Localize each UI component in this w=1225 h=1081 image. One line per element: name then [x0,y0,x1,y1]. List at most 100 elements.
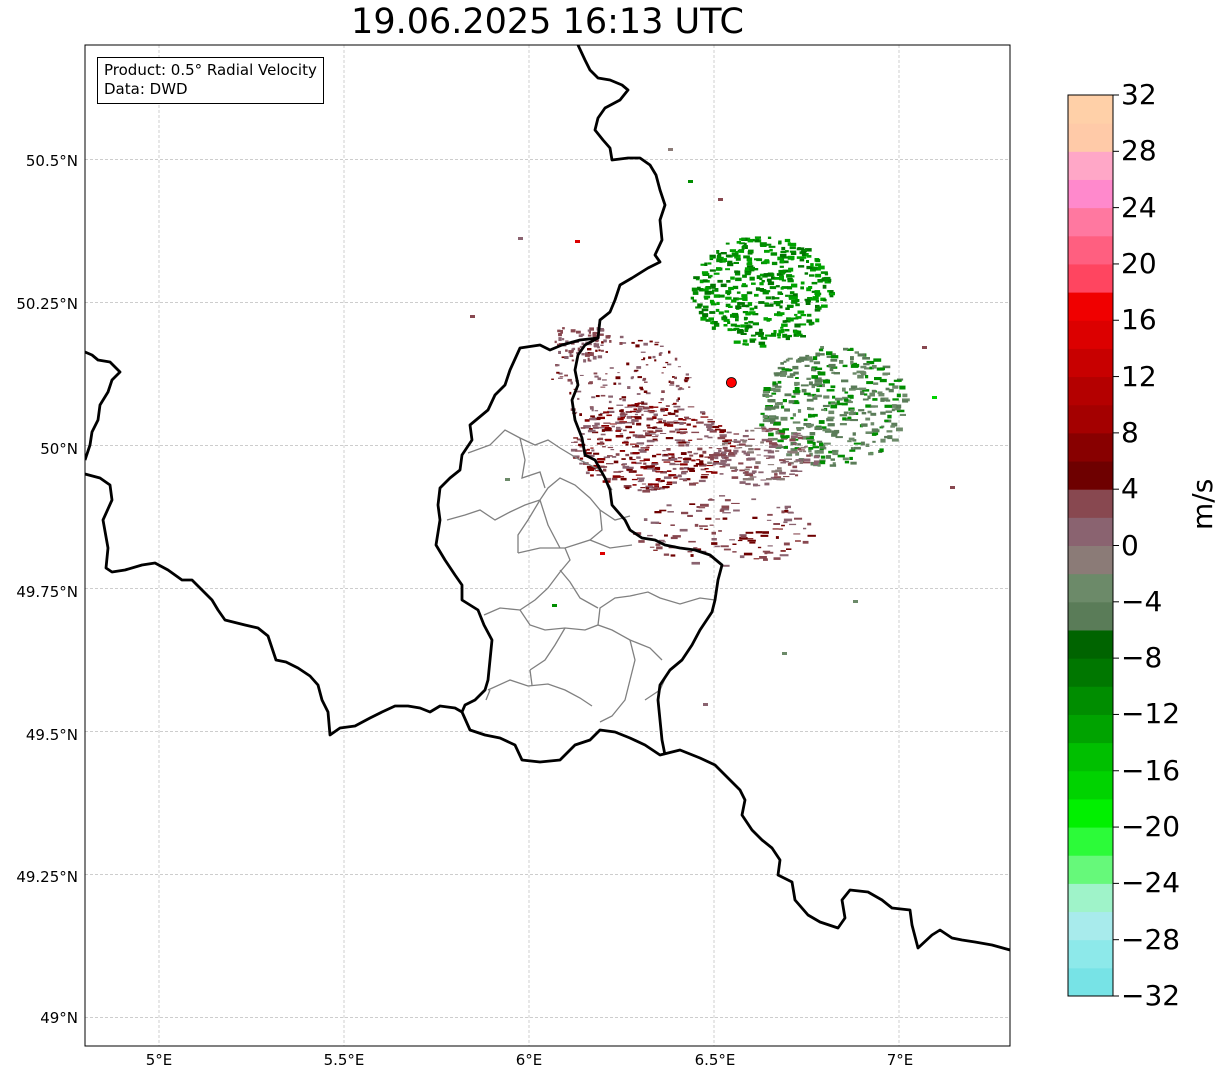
echo-pixel [749,276,755,281]
data-source-label: Data: DWD [104,80,188,98]
echo-pixel [745,343,749,346]
echo-pixel [818,265,825,270]
echo-pixel [831,430,838,435]
echo-pixel [808,381,813,386]
echo-pixel [623,415,626,417]
echo-pixel [599,412,605,414]
echo-pixel [765,430,769,433]
echo-pixel [723,324,728,327]
echo-pixel [707,262,712,265]
echo-pixel [677,366,681,368]
map-gridlines [85,45,1010,1046]
echo-pixel [814,380,823,385]
echo-pixel [707,419,713,421]
echo-pixel [630,443,638,445]
echo-pixel [692,299,697,303]
echo-pixel [592,431,599,434]
echo-pixel [660,398,664,401]
echo-pixel [843,398,849,402]
echo-pixel [806,260,809,263]
echo-pixel [899,413,906,416]
echo-pixel [771,261,778,266]
echo-pixel [882,365,891,369]
echo-pixel [662,487,668,489]
echo-pixel [657,480,663,483]
echo-pixel [638,478,645,482]
echo-pixel [862,389,870,392]
echo-pixel [788,511,794,514]
echo-pixel [720,508,730,511]
echo-pixel [657,418,663,420]
echo-pixel [747,239,754,243]
echo-pixel [569,352,572,356]
echo-pixel [885,410,893,413]
echo-pixel [619,409,622,413]
echo-pixel [839,423,847,426]
echo-pixel [857,353,866,357]
echo-pixel [774,374,779,377]
echo-pixel [741,304,748,308]
echo-pixel [848,411,854,416]
echo-pixel [847,416,852,419]
echo-pixel [641,483,647,485]
echo-pixel [773,523,780,525]
echo-pixel [784,238,791,243]
echo-pixel [600,386,606,388]
echo-pixel [601,341,604,344]
echo-pixel [780,461,786,464]
echo-pixel [922,346,927,349]
echo-pixel [674,357,678,361]
echo-pixel [766,551,774,554]
echo-pixel [865,404,872,408]
echo-pixel [708,447,713,449]
echo-pixel [470,315,475,318]
echo-pixel [893,379,902,382]
echo-pixel [842,396,849,400]
echo-pixel [759,277,763,281]
echo-pixel [579,457,584,460]
echo-pixel [748,472,756,475]
echo-pixel [619,335,624,339]
echo-pixel [830,458,835,461]
echo-pixel [722,463,731,467]
echo-pixel [701,271,709,275]
echo-pixel [714,428,721,431]
echo-pixel [696,438,703,440]
echo-pixel [708,317,714,321]
echo-pixel [637,376,642,379]
echo-pixel [759,423,765,427]
echo-pixel [880,367,885,371]
colorbar-segment [1068,798,1113,828]
echo-pixel [630,410,637,413]
echo-pixel [558,333,562,337]
echo-pixel [736,297,744,300]
echo-pixel [651,462,659,465]
echo-pixel [807,356,813,360]
echo-pixel [659,509,667,512]
echo-pixel [776,402,783,406]
echo-pixel [711,321,718,325]
echo-pixel [774,416,779,420]
echo-pixel [832,450,837,454]
lon-label-6: 6°E [515,1051,543,1069]
echo-pixel [815,293,821,297]
echo-pixel [738,443,746,446]
echo-pixel [666,470,672,472]
echo-pixel [764,304,770,307]
echo-pixel [652,486,659,489]
echo-pixel [781,372,788,375]
echo-pixel [783,446,788,449]
echo-pixel [764,551,768,555]
echo-pixel [711,538,717,541]
echo-pixel [844,460,850,464]
echo-pixel [593,452,600,455]
echo-pixel [643,410,651,412]
echo-pixel [815,273,822,278]
echo-pixel [711,301,715,305]
echo-pixel [704,290,711,295]
echo-pixel [809,452,813,457]
echo-pixel [702,279,708,282]
echo-pixel [699,460,704,463]
echo-pixel [789,242,797,247]
echo-pixel [738,447,743,449]
